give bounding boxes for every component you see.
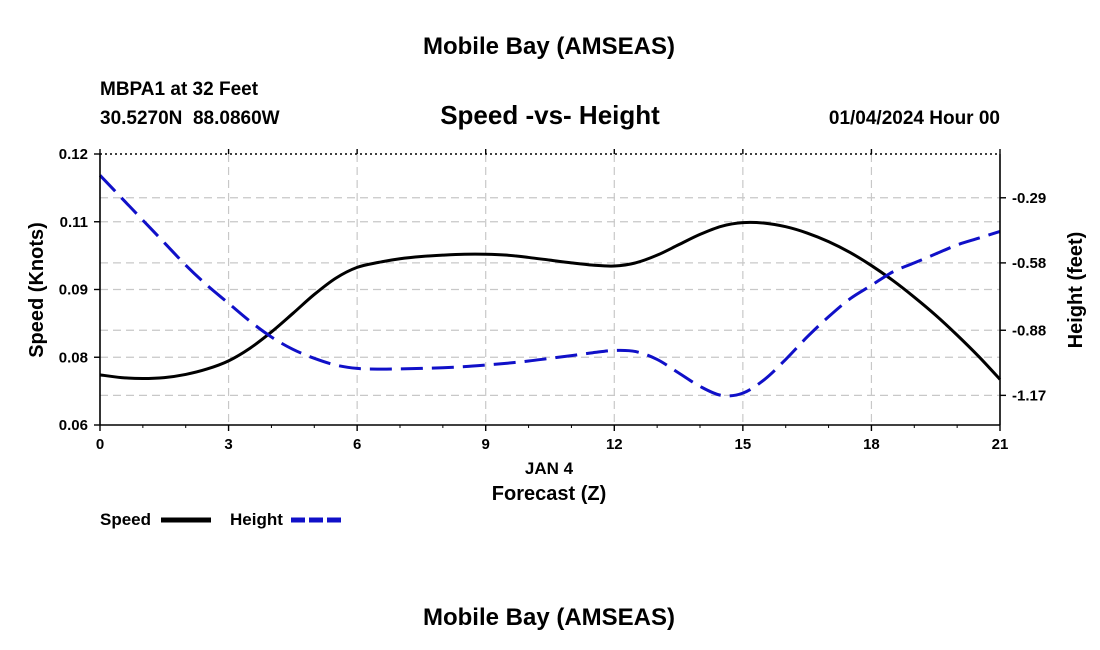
y-left-tick-label: 0.11 xyxy=(60,214,88,231)
x-tick-label: 0 xyxy=(96,436,104,453)
chart-title: Speed -vs- Height xyxy=(440,100,660,130)
y-axis-right-label: Height (feet) xyxy=(1065,232,1087,349)
page-title-top: Mobile Bay (AMSEAS) xyxy=(423,33,675,60)
page-title-bottom: Mobile Bay (AMSEAS) xyxy=(423,604,675,631)
series-line-height xyxy=(98,174,1001,398)
station-coordinates: 30.5270N 88.0860W xyxy=(100,108,280,129)
axis-ticks: 0 3 6 9 12 15 18 21 0.06 0.08 0.09 0.11 0.12 -0.29 -0.… xyxy=(59,146,1046,453)
y-left-tick-label: 0.08 xyxy=(59,349,88,366)
x-tick-label: 15 xyxy=(735,436,752,453)
y-left-tick-label: 0.12 xyxy=(59,146,88,163)
plot-frame xyxy=(99,153,1001,426)
y-axis-left-label: Speed (Knots) xyxy=(26,222,48,358)
legend-label-speed: Speed xyxy=(100,510,151,529)
series-layer xyxy=(98,174,1002,398)
y-right-tick-label: -0.58 xyxy=(1012,255,1046,272)
x-tick-label: 6 xyxy=(353,436,361,453)
x-axis-date-label: JAN 4 xyxy=(525,459,574,478)
y-left-tick-label: 0.06 xyxy=(59,417,88,434)
y-right-tick-label: -0.29 xyxy=(1012,190,1046,207)
legend-label-height: Height xyxy=(230,510,283,529)
gridlines xyxy=(100,154,1000,425)
legend: Speed Height xyxy=(100,510,343,529)
x-tick-label: 12 xyxy=(606,436,623,453)
forecast-date: 01/04/2024 Hour 00 xyxy=(829,108,1000,129)
x-tick-label: 18 xyxy=(863,436,880,453)
x-tick-label: 9 xyxy=(482,436,490,453)
x-tick-label: 3 xyxy=(224,436,232,453)
x-axis-label: Forecast (Z) xyxy=(492,483,606,505)
station-label: MBPA1 at 32 Feet xyxy=(100,79,259,100)
series-line-speed xyxy=(99,220,1002,381)
y-left-tick-label: 0.09 xyxy=(59,282,88,299)
y-right-tick-label: -1.17 xyxy=(1012,387,1046,404)
x-tick-label: 21 xyxy=(992,436,1009,453)
y-right-tick-label: -0.88 xyxy=(1012,322,1046,339)
